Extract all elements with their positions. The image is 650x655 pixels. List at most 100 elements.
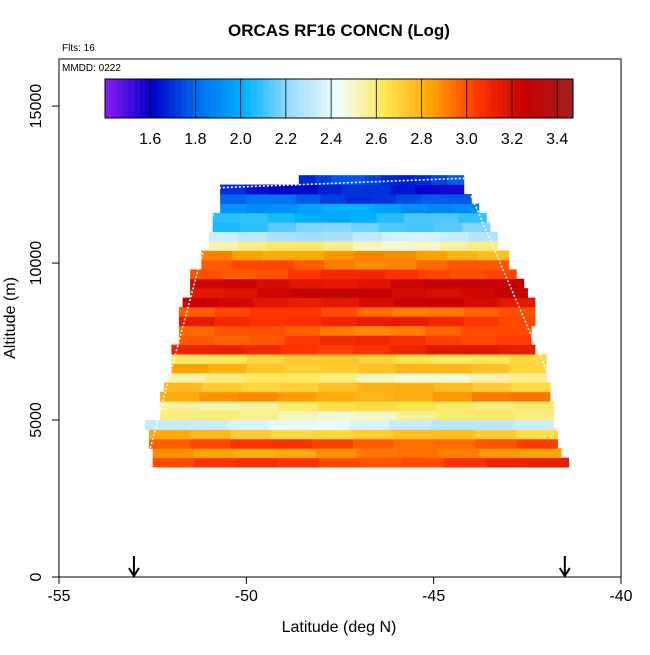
x-axis-label: Latitude (deg N) [282, 619, 397, 636]
heatmap-layer [145, 175, 570, 468]
heat-cell [430, 175, 448, 185]
heat-cell [268, 222, 297, 233]
colorbar-swatch [181, 79, 188, 118]
colorbar-swatch [532, 79, 539, 118]
heat-cell [463, 316, 500, 327]
heat-cell [490, 278, 525, 289]
heat-cell [364, 175, 382, 185]
heat-cell [358, 363, 397, 374]
colorbar-swatch [555, 79, 562, 118]
colorbar-swatch [163, 79, 170, 118]
heat-cell [349, 203, 376, 214]
heat-cell [317, 410, 358, 421]
colorbar-swatch [409, 79, 416, 118]
heat-cell [526, 457, 570, 468]
colorbar-swatch [362, 79, 369, 118]
colorbar-swatch [268, 79, 276, 118]
heat-cell [470, 372, 509, 383]
heat-cell [324, 250, 356, 261]
heat-cell [390, 278, 425, 289]
heat-cell [267, 420, 310, 430]
heat-cell [353, 231, 383, 242]
colorbar-swatch [456, 79, 463, 118]
heat-cell [316, 448, 358, 459]
colorbar-swatch [403, 79, 410, 118]
heat-cell [410, 241, 441, 251]
heat-cell [208, 231, 239, 242]
heat-cell [432, 391, 473, 402]
heat-cell [249, 325, 286, 336]
heat-cell [360, 457, 403, 468]
heat-cell [477, 250, 510, 261]
heat-cell [238, 391, 278, 402]
heat-cell [354, 259, 387, 270]
heat-cell [323, 297, 360, 308]
heat-cell [389, 344, 427, 355]
heat-cell [435, 401, 476, 412]
heat-cell [392, 307, 429, 317]
heat-cell [392, 316, 429, 327]
colorbar-swatch [222, 79, 229, 118]
colorbar-swatch [145, 79, 153, 118]
heat-cell [356, 410, 397, 421]
colorbar-swatch [227, 79, 235, 118]
heat-cell [255, 269, 289, 280]
colorbar-swatch [496, 79, 504, 118]
heat-cell [324, 241, 354, 251]
heat-cell [266, 241, 297, 251]
heat-cell [230, 438, 273, 449]
heat-cell [322, 212, 350, 223]
heat-cell [189, 438, 232, 449]
chart-title: ORCAS RF16 CONCN (Log) [228, 21, 450, 40]
heat-cell [462, 222, 491, 233]
heat-cell [318, 382, 358, 393]
heat-cell [214, 335, 250, 346]
heat-cell [425, 325, 462, 336]
heat-cell [220, 193, 246, 204]
heat-cell [460, 335, 497, 346]
heat-cell [508, 354, 547, 364]
heat-cell [423, 278, 458, 289]
latitude-markers [128, 556, 571, 578]
colorbar-swatch [374, 79, 381, 118]
colorbar-swatch [233, 79, 241, 118]
colorbar-swatch [134, 79, 141, 118]
colorbar-swatch [198, 79, 205, 118]
heat-cell [316, 344, 354, 355]
colorbar-swatch [210, 79, 217, 118]
heat-cell [358, 297, 395, 308]
heat-cell [278, 410, 319, 421]
colorbar-swatch [105, 79, 112, 118]
heat-cell [283, 363, 322, 374]
colorbar-swatch [292, 79, 299, 118]
heat-cell [297, 203, 325, 214]
heat-cell [249, 335, 286, 346]
heat-cell [319, 335, 356, 346]
heat-cell [353, 269, 387, 280]
colorbar-swatch [122, 79, 129, 118]
colorbar-swatch [157, 79, 164, 118]
heat-cell [431, 212, 460, 223]
heat-cell [475, 429, 518, 440]
heat-cell [208, 363, 247, 374]
x-axis: -55 -50 -45 -40 [47, 577, 633, 605]
colorbar-tick-label: 2.8 [410, 131, 432, 148]
heat-cell [435, 410, 476, 421]
heat-cell [201, 259, 233, 270]
colorbar-swatch [479, 79, 486, 118]
heat-cell [323, 203, 350, 214]
heat-cell [234, 448, 276, 459]
colorbar-swatch [526, 79, 533, 118]
heat-cell [230, 429, 273, 440]
heat-cell [145, 420, 187, 430]
colorbar-swatch [257, 79, 264, 118]
heat-cell [385, 250, 418, 261]
heat-cell [244, 184, 270, 195]
heat-cell [324, 231, 354, 242]
heat-cell [189, 429, 232, 440]
heat-cell [511, 382, 551, 393]
heat-cell [323, 278, 358, 289]
heat-cell [471, 354, 510, 364]
heat-cell [381, 175, 399, 185]
